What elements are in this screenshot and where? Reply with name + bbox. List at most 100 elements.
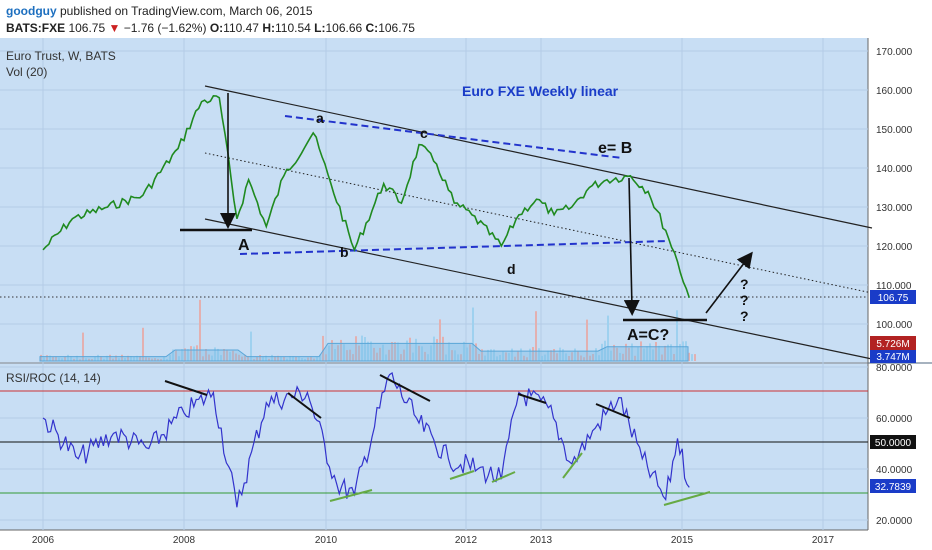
price-tick-label: 100.000: [876, 320, 913, 331]
chart-area[interactable]: Euro FXE Weekly linear a b c d e= B A A=…: [0, 38, 932, 550]
high-label: H:: [262, 21, 275, 35]
time-tick-label: 2006: [32, 535, 55, 546]
volume-bar: [457, 354, 459, 361]
price-tick-label: 110.000: [876, 281, 912, 292]
volume-bar: [313, 358, 315, 361]
volume-bar: [85, 358, 87, 361]
symbol-label[interactable]: BATS:FXE: [6, 21, 66, 35]
volume-bar: [589, 355, 591, 361]
volume-bar: [628, 347, 630, 361]
volume-bar: [181, 349, 183, 361]
volume-bar: [403, 349, 405, 361]
author-link[interactable]: goodguy: [6, 4, 57, 18]
volume-bar: [637, 346, 639, 361]
channel-lower-line: [204, 218, 873, 360]
volume-bar: [199, 299, 201, 361]
volume-bar: [580, 355, 582, 361]
volume-bar: [202, 356, 204, 361]
volume-bar: [502, 351, 504, 361]
volume-bar: [400, 354, 402, 361]
volume-bar: [283, 356, 285, 361]
rsi-tick-label: 60.0000: [876, 414, 913, 425]
volume-bar: [442, 336, 444, 361]
wave-label-c: c: [420, 125, 428, 141]
volume-bar: [526, 357, 528, 361]
volume-bar: [178, 356, 180, 361]
volume-bar: [514, 356, 516, 361]
volume-bar: [331, 340, 333, 361]
volume-bar: [631, 343, 633, 361]
rsi-level-box: [870, 435, 916, 449]
chart-header: goodguy published on TradingView.com, Ma…: [0, 0, 932, 38]
price-tick-label: 130.000: [876, 203, 913, 214]
volume-bar: [367, 341, 369, 361]
volume-bar: [217, 348, 219, 361]
volume-value: 5.726M: [876, 339, 909, 350]
volume-bar: [136, 355, 138, 361]
volume-bar: [568, 356, 570, 361]
volume-bar: [187, 349, 189, 361]
low-value: 106.66: [325, 21, 363, 35]
volume-bar: [103, 358, 105, 361]
projection-arrow: [705, 251, 753, 314]
volume-bar: [196, 345, 198, 361]
volume-bar: [604, 340, 606, 361]
volume-bar: [322, 335, 324, 361]
wave-label-d: d: [507, 261, 516, 277]
volume-bar: [247, 356, 249, 361]
volume-bar: [265, 355, 267, 361]
volume-bars: [40, 299, 696, 361]
volume-bar: [535, 311, 537, 361]
volume-bar: [430, 345, 432, 361]
volume-bar: [154, 358, 156, 361]
volume-bar: [214, 347, 216, 361]
volume-bar: [451, 350, 453, 361]
volume-bar: [349, 349, 351, 361]
volume-bar: [487, 349, 489, 361]
volume-bar: [529, 348, 531, 361]
volume-bar: [391, 342, 393, 361]
volume-bar: [355, 336, 357, 361]
volume-bar: [643, 348, 645, 361]
volume-bar: [235, 353, 237, 361]
time-tick-label: 2012: [455, 535, 478, 546]
volume-bar: [556, 353, 558, 361]
volume-bar: [601, 343, 603, 361]
volume-bar: [379, 347, 381, 361]
leg-label-ac: A=C?: [627, 327, 669, 344]
volume-bar: [583, 357, 585, 361]
time-tick-label: 2010: [315, 535, 338, 546]
volume-bar: [685, 341, 687, 361]
price-tick-label: 120.000: [876, 242, 913, 253]
wave-label-a: a: [316, 110, 324, 126]
volume-bar: [307, 357, 309, 361]
volume-bar: [598, 355, 600, 361]
wave-label-e: e= B: [598, 140, 632, 157]
volume-bar: [166, 359, 168, 361]
volume-bar: [334, 349, 336, 361]
volume-bar: [586, 319, 588, 361]
price-change: −1.76 (−1.62%): [123, 21, 207, 35]
volume-bar: [490, 349, 492, 361]
volume-bar: [286, 358, 288, 361]
volume-bar: [673, 354, 675, 361]
triangle-lower-line: [239, 240, 669, 255]
down-arrow-icon: ▼: [108, 21, 121, 35]
volume-bar: [70, 356, 72, 361]
volume-bar: [646, 346, 648, 361]
rsi-pane-bg: [0, 364, 868, 530]
volume-bar: [475, 343, 477, 361]
volume-bar: [127, 355, 129, 361]
publish-line: goodguy published on TradingView.com, Ma…: [6, 4, 313, 18]
price-last-value: 106.75: [878, 293, 909, 304]
volume-bar: [661, 354, 663, 361]
ohlc-line: BATS:FXE 106.75 ▼ −1.76 (−1.62%) O:110.4…: [6, 21, 415, 35]
volume-bar: [547, 350, 549, 361]
volume-bar: [511, 348, 513, 361]
volume-bar: [346, 350, 348, 361]
rsi-level-value: 50.0000: [875, 438, 912, 449]
volume-bar: [454, 350, 456, 361]
rsi-tick-label: 40.0000: [876, 465, 913, 476]
volume-bar: [163, 356, 165, 361]
volume-bar: [97, 354, 99, 361]
